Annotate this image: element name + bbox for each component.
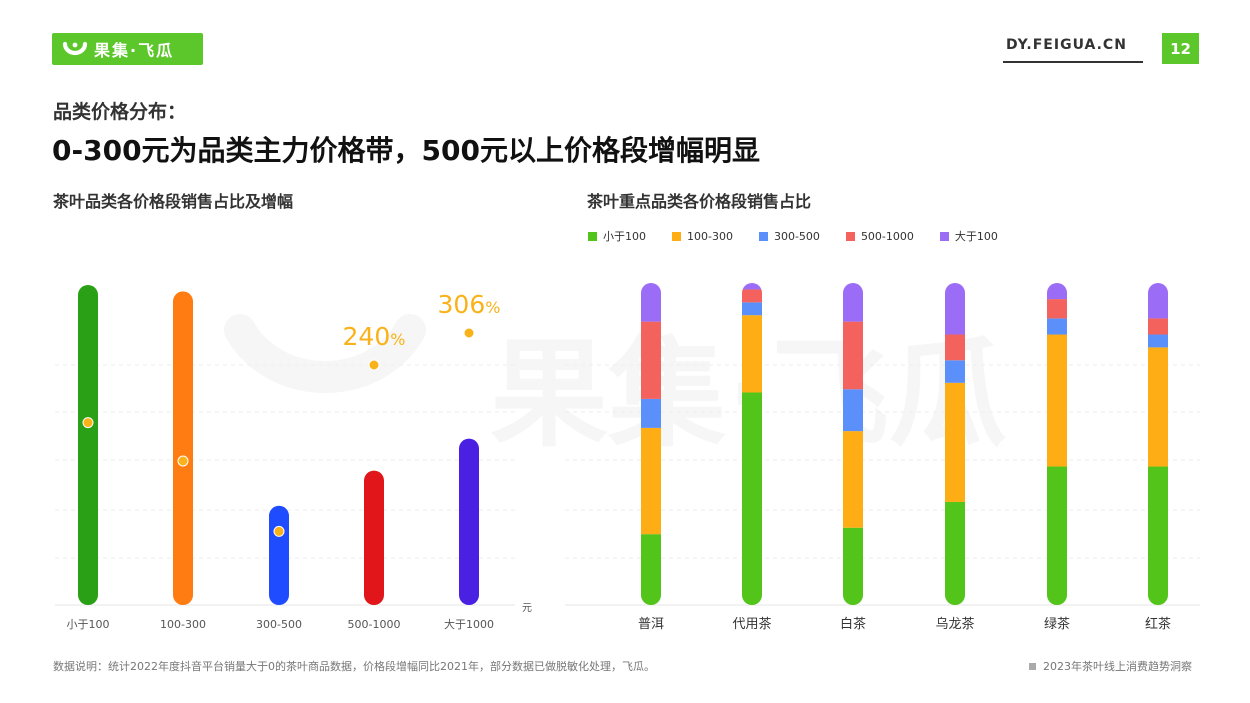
- growth-label: 240%: [343, 322, 406, 351]
- stacked-segment-白茶-500-1000: [843, 321, 863, 390]
- growth-point: [273, 525, 285, 537]
- legend-swatch: [939, 231, 949, 241]
- stacked-segment-普洱-大于100: [641, 283, 661, 322]
- bar-100-300: [173, 291, 193, 605]
- stacked-segment-白茶-小于100: [843, 527, 863, 605]
- square-icon: [1029, 663, 1036, 670]
- x-axis-unit: 元: [522, 603, 532, 614]
- site-url[interactable]: DY.FEIGUA.CN: [1006, 37, 1127, 53]
- x-tick-label: 乌龙茶: [935, 616, 974, 632]
- stacked-segment-红茶-100-300: [1148, 347, 1168, 467]
- legend-label: 小于100: [603, 230, 646, 243]
- legend-item: 小于100: [588, 228, 646, 244]
- growth-label: 306%: [438, 290, 501, 319]
- stacked-segment-普洱-500-1000: [641, 321, 661, 399]
- legend-item: 大于100: [939, 228, 998, 244]
- legend-label: 100-300: [687, 229, 733, 243]
- x-tick-label: 300-500: [256, 618, 302, 631]
- legend-item: 100-300: [672, 228, 733, 244]
- legend-item: 300-500: [758, 228, 820, 244]
- bar-500-1000: [364, 470, 384, 605]
- stacked-segment-乌龙茶-小于100: [945, 501, 965, 605]
- page-number: 12: [1162, 33, 1199, 64]
- stacked-segment-红茶-小于100: [1148, 466, 1168, 605]
- left-chart-title: 茶叶品类各价格段销售占比及增幅: [53, 192, 294, 211]
- legend-label: 300-500: [773, 229, 820, 243]
- x-tick-label: 红茶: [1145, 616, 1171, 632]
- growth-point: [368, 359, 380, 371]
- stacked-segment-代用茶-500-1000: [742, 289, 762, 303]
- x-tick-label: 大于1000: [444, 617, 494, 631]
- stacked-segment-普洱-100-300: [641, 427, 661, 535]
- stacked-segment-代用茶-小于100: [742, 392, 762, 605]
- x-tick-label: 500-1000: [348, 618, 401, 631]
- legend-item: 500-1000: [845, 228, 914, 244]
- growth-point: [82, 417, 94, 429]
- stacked-segment-红茶-300-500: [1148, 334, 1168, 348]
- stacked-segment-白茶-100-300: [843, 431, 863, 528]
- stacked-segment-白茶-大于100: [843, 283, 863, 322]
- stacked-segment-绿茶-100-300: [1047, 334, 1067, 467]
- legend-swatch: [672, 231, 681, 241]
- x-tick-label: 绿茶: [1044, 616, 1070, 632]
- chart-legend: 小于100 100-300 300-500 500-1000 大于100: [588, 228, 1024, 244]
- page-title: 0-300元为品类主力价格带，500元以上价格段增幅明显: [52, 134, 761, 167]
- bar-300-500: [269, 505, 289, 605]
- bar-小于100: [78, 285, 98, 605]
- bar-大于1000: [459, 438, 479, 605]
- source-text: 2023年茶叶线上消费趋势洞察: [1043, 660, 1192, 673]
- brand-logo: 果集·飞瓜: [52, 33, 203, 65]
- stacked-segment-绿茶-大于100: [1047, 283, 1067, 300]
- x-tick-label: 小于100: [67, 618, 110, 631]
- legend-label: 500-1000: [860, 229, 914, 243]
- stacked-segment-绿茶-小于100: [1047, 466, 1067, 605]
- growth-point: [177, 455, 189, 467]
- legend-label: 大于100: [954, 230, 998, 243]
- data-footnote: 数据说明：统计2022年度抖音平台销量大于0的茶叶商品数据，价格段增幅同比202…: [53, 660, 655, 673]
- x-tick-label: 代用茶: [732, 616, 771, 632]
- legend-swatch: [758, 231, 768, 241]
- stacked-segment-普洱-300-500: [641, 398, 661, 428]
- stacked-segment-乌龙茶-大于100: [945, 283, 965, 335]
- stacked-segment-乌龙茶-500-1000: [945, 334, 965, 361]
- stacked-segment-白茶-300-500: [843, 389, 863, 432]
- stacked-segment-乌龙茶-300-500: [945, 360, 965, 383]
- x-tick-label: 白茶: [840, 616, 866, 632]
- stacked-segment-代用茶-300-500: [742, 302, 762, 316]
- stacked-segment-绿茶-500-1000: [1047, 299, 1067, 319]
- stacked-segment-代用茶-大于100: [742, 283, 762, 290]
- right-chart-title: 茶叶重点品类各价格段销售占比: [587, 192, 812, 211]
- logo-text: 果集·飞瓜: [94, 41, 175, 60]
- stacked-segment-普洱-小于100: [641, 534, 661, 605]
- stacked-segment-红茶-500-1000: [1148, 318, 1168, 335]
- feigua-logo-icon: [62, 41, 88, 56]
- x-tick-label: 100-300: [160, 618, 206, 631]
- section-subtitle: 品类价格分布：: [53, 101, 187, 123]
- report-source: 2023年茶叶线上消费趋势洞察: [1029, 658, 1192, 674]
- stacked-segment-乌龙茶-100-300: [945, 382, 965, 502]
- stacked-segment-红茶-大于100: [1148, 283, 1168, 319]
- stacked-segment-代用茶-100-300: [742, 315, 762, 393]
- legend-swatch: [845, 231, 855, 241]
- legend-swatch: [588, 231, 597, 241]
- stacked-segment-绿茶-300-500: [1047, 318, 1067, 335]
- growth-point: [463, 327, 475, 339]
- site-underline: [1003, 61, 1143, 63]
- x-tick-label: 普洱: [638, 617, 664, 632]
